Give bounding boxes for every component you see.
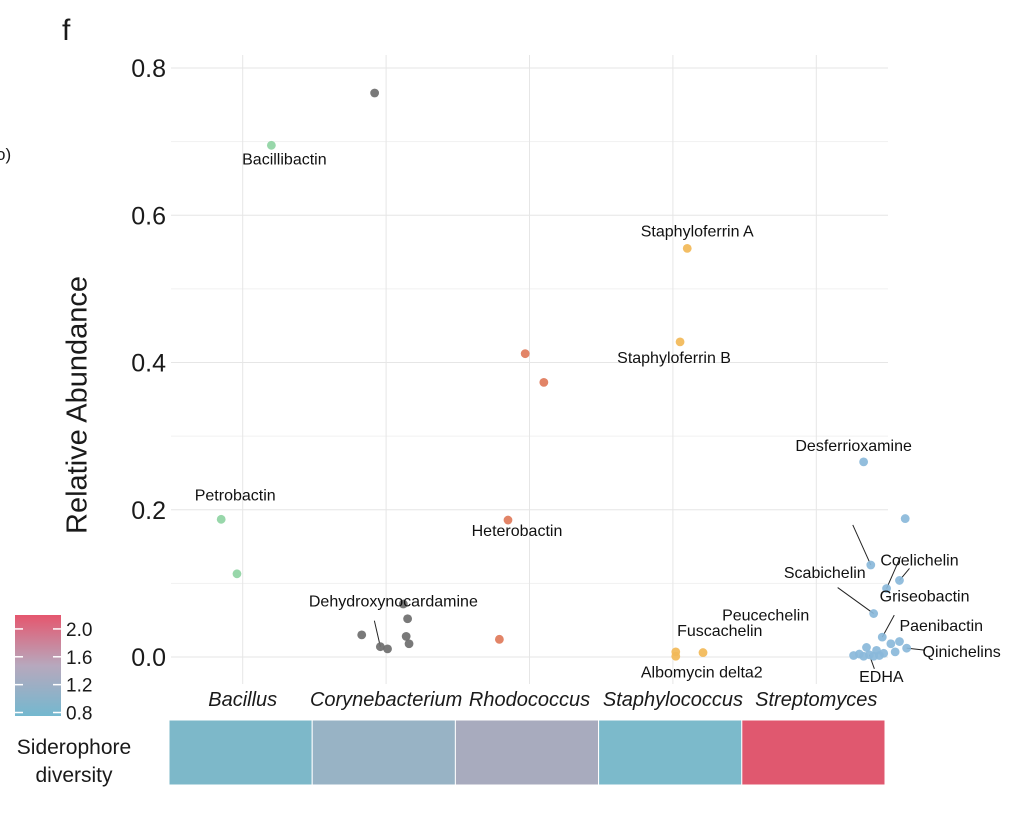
color-legend: 2.0 1.6 1.2 0.8 <box>15 615 92 725</box>
point-label-staphyloferrin-b: Staphyloferrin B <box>617 350 731 367</box>
point-label-dehydroxynocardamine: Dehydroxynocardamine <box>309 594 478 611</box>
point-label-scabichelin: Scabichelin <box>784 565 866 582</box>
legend-tick-label: 1.2 <box>66 676 92 697</box>
y-tick-labels: 0.0 0.2 0.4 0.6 0.8 <box>131 55 166 672</box>
diversity-cell-streptomyces <box>741 719 886 786</box>
point-streptomyces-39 <box>869 651 879 661</box>
point-bacillus-2 <box>232 569 242 579</box>
data-points <box>216 88 912 661</box>
point-label-albomycin-delta2: Albomycin delta2 <box>641 664 763 681</box>
point-corynebacterium-10 <box>383 644 392 654</box>
x-tick-label-corynebacterium: Corynebacterium <box>310 689 462 711</box>
leader-peucechelin <box>837 587 874 614</box>
diversity-bar <box>168 719 886 786</box>
point-label-desferrioxamine: Desferrioxamine <box>795 438 912 455</box>
point-bacillus-petrobactin <box>216 514 226 524</box>
y-tick-label: 0.6 <box>131 202 166 230</box>
point-rhodococcus-heterobactin <box>503 515 513 525</box>
y-tick-label: 0.0 <box>131 644 166 672</box>
legend-colorbar <box>15 615 61 716</box>
legend-title-line-2: diversity <box>35 764 113 787</box>
point-streptomyces-32 <box>890 647 900 657</box>
point-corynebacterium-dehydroxynocardamine <box>375 642 385 652</box>
point-streptomyces-griseobactin <box>882 584 891 593</box>
diversity-cell-rhodococcus <box>454 719 600 786</box>
point-staphylococcus-staphyloferrin-a <box>682 243 692 253</box>
point-corynebacterium-8 <box>404 639 414 649</box>
cropped-text: o) <box>0 145 12 164</box>
leader-griseobactin <box>886 556 902 589</box>
diversity-cell-staphylococcus <box>598 719 743 786</box>
point-streptomyces-28 <box>886 639 896 649</box>
point-bacillus-bacillibactin <box>266 140 276 150</box>
point-label-petrobactin: Petrobactin <box>195 487 276 504</box>
point-staphylococcus-18 <box>698 648 708 657</box>
point-label-heterobactin: Heterobactin <box>472 523 563 540</box>
point-streptomyces-38 <box>859 651 869 661</box>
point-staphylococcus-albomycin-delta2 <box>671 651 681 661</box>
point-streptomyces-36 <box>849 651 858 660</box>
point-corynebacterium-4 <box>398 599 408 609</box>
y-tick-label: 0.2 <box>131 497 166 525</box>
point-corynebacterium-7 <box>401 631 411 641</box>
point-labels: Bacillibactin Petrobactin Dehydroxynocarda… <box>195 151 1001 685</box>
point-staphylococcus-staphyloferrin-b <box>675 337 685 347</box>
grid-lines <box>171 55 888 684</box>
legend-tick-label: 1.6 <box>66 648 92 669</box>
point-label-qinichelins: Qinichelins <box>923 644 1001 661</box>
point-streptomyces-desferrioxamine <box>859 457 869 467</box>
point-streptomyces-scabichelin <box>866 560 876 570</box>
x-tick-label-streptomyces: Streptomyces <box>755 689 877 711</box>
point-label-peucechelin: Peucechelin <box>722 608 809 625</box>
diversity-cell-corynebacterium <box>311 719 456 786</box>
point-corynebacterium-5 <box>403 614 413 624</box>
point-label-fuscachelin: Fuscachelin <box>677 623 762 640</box>
legend-title: Siderophore diversity <box>4 734 144 790</box>
y-tick-label: 0.8 <box>131 55 166 83</box>
point-label-griseobactin: Griseobactin <box>880 589 970 606</box>
legend-tick-label: 0.8 <box>66 704 92 725</box>
point-streptomyces-21 <box>900 514 910 523</box>
x-tick-labels: Bacillus Corynebacterium Rhodococcus Staphy… <box>208 689 877 711</box>
point-streptomyces-peucechelin <box>869 609 879 618</box>
y-tick-label: 0.4 <box>131 350 166 378</box>
x-tick-label-rhodococcus: Rhodococcus <box>469 689 590 711</box>
point-rhodococcus-12 <box>539 377 549 387</box>
legend-title-line-1: Siderophore <box>16 736 132 759</box>
point-label-bacillibactin: Bacillibactin <box>242 151 326 168</box>
point-label-paenibactin: Paenibactin <box>899 618 983 635</box>
leader-dehydroxynocardamine <box>373 620 381 647</box>
point-streptomyces-27 <box>895 637 904 646</box>
point-rhodococcus-11 <box>520 349 530 359</box>
point-label-staphyloferrin-a: Staphyloferrin A <box>641 223 754 240</box>
point-corynebacterium-3 <box>370 88 380 98</box>
point-streptomyces-paenibactin <box>877 632 887 642</box>
point-streptomyces-30 <box>862 643 871 652</box>
diversity-cell-bacillus <box>168 719 313 786</box>
point-corynebacterium-6 <box>357 630 367 640</box>
x-tick-label-staphylococcus: Staphylococcus <box>603 689 743 711</box>
point-streptomyces-qinichelins <box>902 643 912 653</box>
panel-label: f <box>62 14 71 47</box>
x-tick-label-bacillus: Bacillus <box>208 689 277 711</box>
legend-tick-label: 2.0 <box>66 620 92 641</box>
leader-scabichelin <box>852 524 872 566</box>
point-label-edha: EDHA <box>859 669 904 686</box>
point-streptomyces-coelichelin <box>895 576 904 585</box>
point-rhodococcus-14 <box>494 634 504 644</box>
point-label-coelichelin: Coelichelin <box>880 552 958 569</box>
